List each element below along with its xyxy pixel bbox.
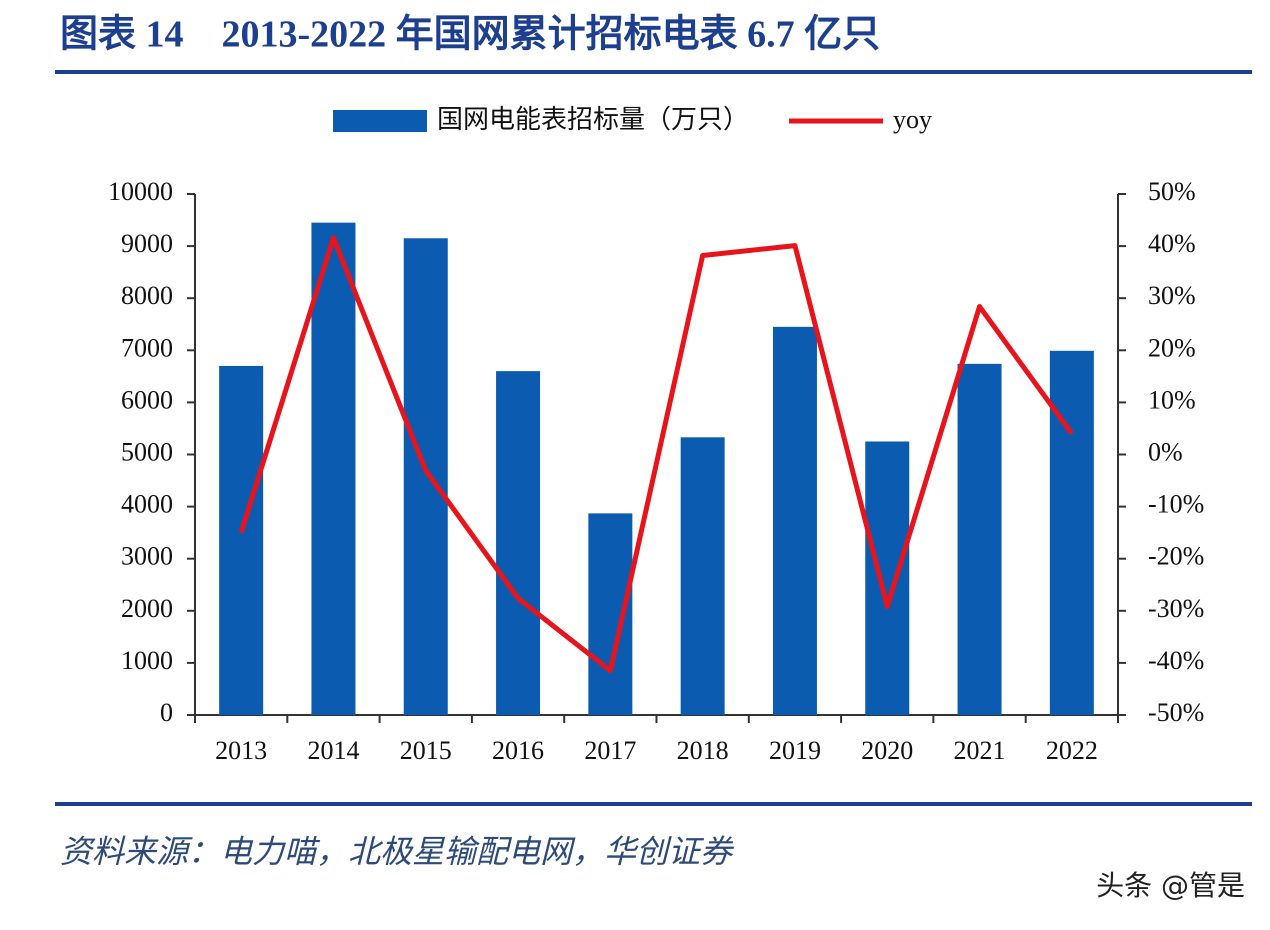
top-rule (55, 70, 1252, 74)
y2-tick-label: 30% (1148, 281, 1196, 310)
y2-tick-label: 50% (1148, 177, 1196, 206)
y2-tick-label: 20% (1148, 333, 1196, 362)
y-tick-label: 2000 (121, 594, 173, 623)
bar (403, 238, 448, 715)
y-tick-label: 10000 (108, 177, 173, 206)
x-tick-label: 2020 (861, 736, 913, 765)
y-tick-label: 8000 (121, 281, 173, 310)
source: 资料来源：电力喵，北极星输配电网，华创证券 (60, 833, 735, 869)
bar (311, 222, 356, 715)
y-tick-label: 6000 (121, 385, 173, 414)
y2-tick-label: 0% (1148, 437, 1183, 466)
y-tick-label: 0 (160, 698, 173, 727)
y-tick-label: 9000 (121, 229, 173, 258)
x-tick-label: 2015 (400, 736, 452, 765)
legend-swatch (333, 110, 427, 132)
y2-tick-label: -40% (1148, 646, 1204, 675)
y2-tick-label: -50% (1148, 698, 1204, 727)
legend-label: yoy (893, 105, 932, 134)
line (238, 235, 1074, 674)
bar (772, 326, 817, 715)
y-tick-label: 7000 (121, 333, 173, 362)
chart-title: 图表 14 2013-2022 年国网累计招标电表 6.7 亿只 (60, 14, 880, 56)
x-tick-label: 2022 (1046, 736, 1098, 765)
bar (957, 363, 1002, 715)
y-tick-label: 5000 (121, 437, 173, 466)
x-tick-label: 2019 (769, 736, 821, 765)
bar (588, 513, 633, 715)
x-tick-label: 2021 (954, 736, 1006, 765)
legend-label: 国网电能表招标量（万只） (437, 105, 749, 134)
x-tick-label: 2017 (584, 736, 636, 765)
y-tick-label: 1000 (121, 646, 173, 675)
x-tick-label: 2016 (492, 736, 544, 765)
y2-tick-label: -10% (1148, 490, 1204, 519)
watermark: 头条 @管是 (1096, 869, 1245, 902)
y2-tick-label: 40% (1148, 229, 1196, 258)
y2-tick-label: 10% (1148, 385, 1196, 414)
y2-tick-label: -30% (1148, 594, 1204, 623)
bar (865, 441, 910, 715)
x-tick-label: 2014 (307, 736, 359, 765)
bar (1049, 350, 1094, 715)
bar (219, 365, 264, 715)
y2-tick-label: -20% (1148, 542, 1204, 571)
bar (680, 437, 725, 715)
y-tick-label: 4000 (121, 490, 173, 519)
bottom-rule (55, 802, 1252, 806)
bar (496, 371, 541, 715)
x-tick-label: 2013 (215, 736, 267, 765)
y-tick-label: 3000 (121, 542, 173, 571)
x-tick-label: 2018 (677, 736, 729, 765)
